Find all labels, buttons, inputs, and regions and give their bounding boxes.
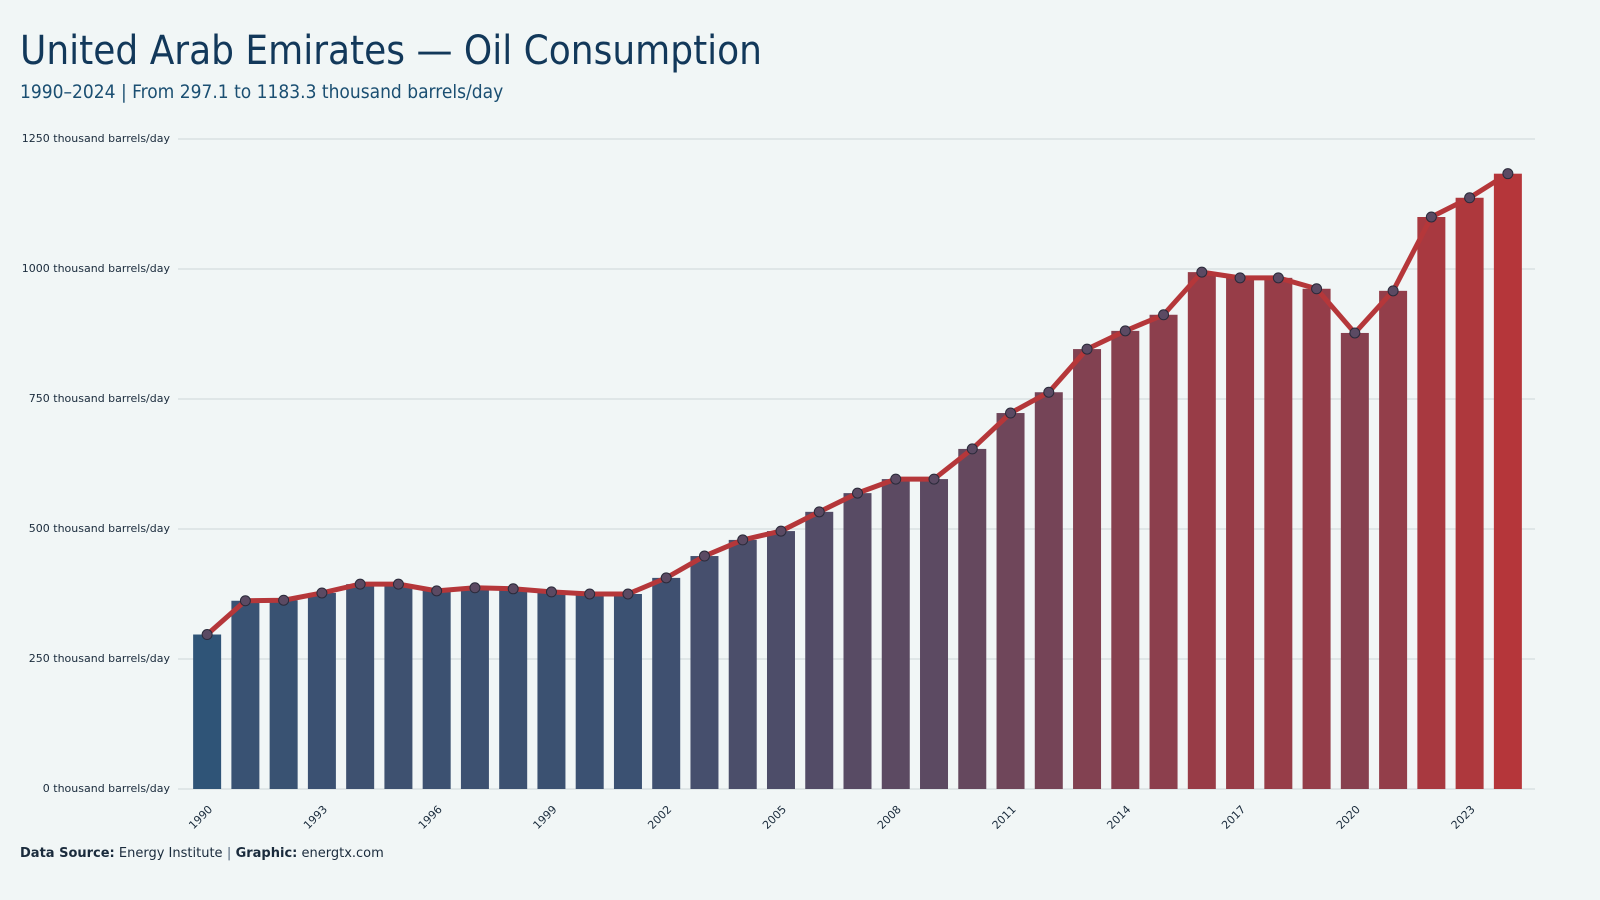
bar — [193, 634, 222, 789]
marker — [1311, 283, 1323, 295]
y-tick-label: 1000 thousand barrels/day — [22, 262, 171, 275]
x-tick-label: 1996 — [416, 803, 445, 832]
x-tick-label: 1990 — [186, 803, 215, 832]
y-tick-label: 1250 thousand barrels/day — [22, 132, 171, 145]
bar — [231, 600, 260, 789]
marker — [469, 582, 481, 594]
marker — [622, 588, 634, 600]
x-tick-label: 2017 — [1219, 803, 1248, 832]
marker — [545, 586, 557, 598]
marker — [1158, 309, 1170, 321]
chart-title: United Arab Emirates — Oil Consumption — [20, 28, 762, 74]
marker — [775, 525, 787, 537]
marker — [507, 583, 519, 595]
bar — [958, 448, 987, 789]
marker — [1005, 407, 1017, 419]
bar — [1379, 290, 1408, 789]
source: Energy Institute — [119, 846, 223, 861]
bar — [346, 584, 375, 789]
marker — [201, 629, 213, 641]
bar — [843, 493, 872, 789]
marker — [698, 550, 710, 562]
bar — [1340, 332, 1369, 789]
chart-subtitle: 1990–2024 | From 297.1 to 1183.3 thousan… — [20, 81, 503, 103]
x-tick-label: 1993 — [301, 803, 330, 832]
x-tick-label: 2020 — [1334, 803, 1363, 832]
bar — [384, 584, 413, 789]
marker — [1043, 386, 1055, 398]
bar — [1187, 272, 1216, 789]
bar — [1302, 288, 1331, 789]
bar — [1034, 392, 1063, 789]
bar — [996, 413, 1025, 789]
y-tick-label: 500 thousand barrels/day — [29, 522, 171, 535]
marker — [1081, 343, 1093, 355]
marker — [852, 487, 863, 499]
marker — [1387, 285, 1399, 297]
graphic: energtx.com — [302, 846, 384, 861]
marker — [278, 594, 290, 606]
bar — [881, 479, 910, 789]
marker — [239, 595, 251, 607]
bar — [1073, 349, 1102, 789]
marker — [813, 506, 825, 518]
bar — [422, 590, 451, 789]
x-tick-label: 2023 — [1449, 803, 1478, 832]
x-tick-label: 2014 — [1104, 803, 1133, 832]
x-tick-label: 2002 — [645, 803, 674, 832]
bar — [1111, 330, 1140, 789]
marker — [1464, 192, 1476, 204]
bar — [1417, 217, 1446, 789]
bar — [307, 592, 336, 789]
bar — [652, 577, 681, 789]
footer: Data Source: Energy Institute | Graphic:… — [20, 846, 384, 861]
marker — [1272, 272, 1284, 284]
marker — [737, 534, 749, 546]
bar — [1264, 277, 1293, 789]
bar — [690, 556, 719, 789]
marker — [1425, 211, 1437, 223]
bar — [537, 591, 566, 789]
marker — [354, 578, 366, 590]
source-label: Data Source: — [20, 846, 115, 861]
bar — [460, 587, 489, 789]
bar — [1455, 197, 1484, 789]
marker — [966, 443, 978, 455]
marker — [660, 572, 672, 584]
marker — [431, 585, 443, 597]
bar — [575, 594, 604, 789]
y-tick-label: 250 thousand barrels/day — [29, 652, 171, 665]
y-tick-label: 750 thousand barrels/day — [29, 392, 171, 405]
bar — [1493, 173, 1522, 789]
bar — [728, 539, 757, 789]
marker — [584, 588, 596, 600]
bar — [766, 531, 795, 789]
marker — [1119, 325, 1131, 337]
x-tick-label: 2011 — [990, 803, 1019, 832]
bar — [805, 511, 834, 789]
marker — [1196, 266, 1208, 278]
bar — [269, 600, 298, 789]
bar — [1149, 314, 1178, 789]
bar — [1226, 277, 1255, 789]
bar — [920, 479, 949, 789]
marker — [1234, 272, 1246, 284]
marker — [392, 578, 404, 590]
x-tick-label: 1999 — [531, 803, 560, 832]
y-tick-label: 0 thousand barrels/day — [43, 782, 171, 795]
marker — [316, 587, 328, 599]
bar — [499, 588, 528, 789]
bar — [613, 594, 642, 789]
x-tick-label: 2008 — [875, 803, 904, 832]
marker — [890, 473, 902, 485]
marker — [928, 473, 940, 485]
marker — [1349, 327, 1361, 339]
separator: | — [227, 846, 232, 861]
graphic-label: Graphic: — [236, 846, 298, 861]
x-tick-label: 2005 — [760, 803, 789, 832]
marker — [1502, 168, 1514, 180]
